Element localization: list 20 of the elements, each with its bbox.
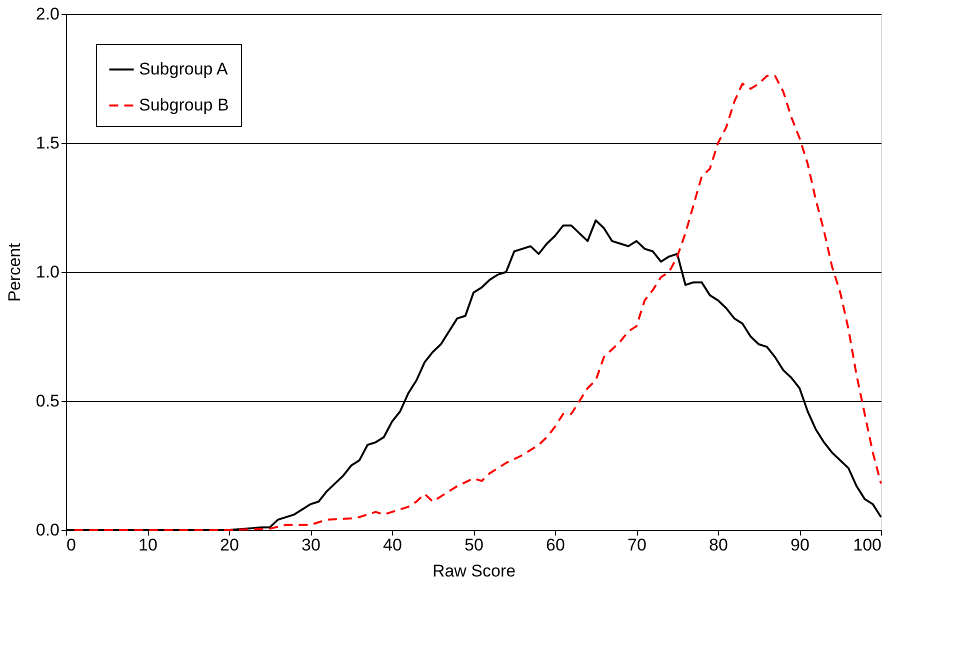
x-tick-label: 60 bbox=[546, 536, 565, 554]
x-tick-label: 100 bbox=[853, 536, 882, 554]
legend-label: Subgroup B bbox=[139, 96, 229, 114]
x-tick-label: 70 bbox=[628, 536, 646, 554]
x-tick-label: 40 bbox=[383, 536, 402, 554]
y-tick-label: 0.0 bbox=[36, 520, 60, 540]
y-tick-label: 1.0 bbox=[36, 262, 60, 282]
x-axis-title: Raw Score bbox=[432, 562, 516, 580]
y-axis-title: Percent bbox=[4, 242, 24, 302]
x-tick-label: 0 bbox=[66, 536, 76, 554]
y-tick-label: 2.0 bbox=[36, 4, 60, 24]
y-tick-label: 0.5 bbox=[36, 392, 60, 410]
x-tick-label: 30 bbox=[302, 536, 320, 554]
y-tick-label: 1.5 bbox=[36, 134, 60, 152]
x-tick-label: 80 bbox=[709, 536, 728, 554]
x-tick-label: 50 bbox=[464, 536, 484, 554]
x-tick-label: 10 bbox=[138, 536, 158, 554]
x-tick-label: 90 bbox=[790, 536, 810, 554]
x-tick-label: 20 bbox=[220, 536, 239, 554]
legend-label: Subgroup A bbox=[139, 60, 229, 78]
